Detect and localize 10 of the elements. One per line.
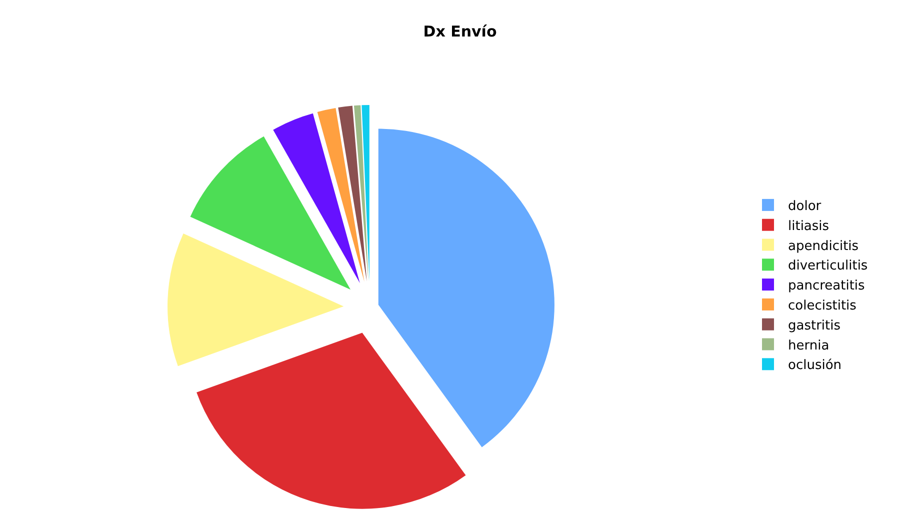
legend-label: dolor — [788, 199, 822, 214]
legend-label: oclusión — [788, 358, 842, 374]
chart-title: Dx Envío — [423, 22, 497, 40]
legend-label: litiasis — [788, 218, 830, 234]
legend-label: hernia — [788, 338, 830, 354]
legend-label: colecistitis — [788, 298, 857, 314]
legend-label: gastritis — [788, 318, 841, 334]
legend-label: diverticulitis — [788, 258, 868, 274]
legend-label: pancreatitis — [788, 278, 866, 294]
legend-label: apendicitis — [788, 238, 859, 254]
